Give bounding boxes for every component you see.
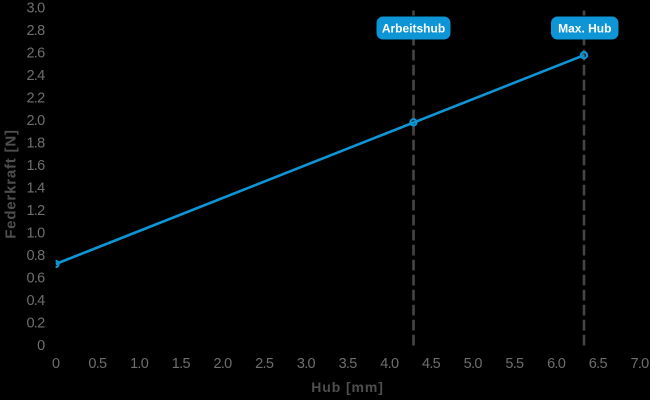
svg-text:0: 0 [52,356,60,372]
svg-text:Hub [mm]: Hub [mm] [311,379,384,395]
svg-text:5.5: 5.5 [505,356,524,372]
svg-text:Max. Hub: Max. Hub [558,21,611,35]
svg-text:1.4: 1.4 [26,181,45,197]
svg-text:3.0: 3.0 [297,356,316,372]
svg-text:3.5: 3.5 [339,356,358,372]
svg-text:0: 0 [37,338,45,354]
svg-text:1.5: 1.5 [172,356,191,372]
svg-text:2.6: 2.6 [26,46,45,62]
svg-text:Federkraft [N]: Federkraft [N] [3,129,20,239]
svg-text:Arbeitshub: Arbeitshub [382,21,445,35]
svg-text:4.0: 4.0 [380,356,399,372]
svg-text:6.5: 6.5 [589,356,608,372]
svg-text:0.6: 0.6 [26,270,45,286]
svg-text:1.8: 1.8 [26,136,45,152]
svg-text:0.4: 0.4 [26,293,45,309]
svg-text:7.0: 7.0 [630,356,649,372]
svg-text:3.0: 3.0 [26,1,45,17]
svg-text:0.2: 0.2 [26,315,45,331]
svg-text:0.5: 0.5 [88,356,107,372]
svg-text:2.4: 2.4 [26,68,45,84]
svg-text:2.2: 2.2 [26,91,45,107]
svg-text:0.8: 0.8 [26,248,45,264]
svg-text:2.8: 2.8 [26,23,45,39]
svg-text:2.0: 2.0 [213,356,232,372]
svg-text:2.5: 2.5 [255,356,274,372]
svg-text:6.0: 6.0 [547,356,566,372]
svg-text:1.6: 1.6 [26,158,45,174]
svg-text:5.0: 5.0 [464,356,483,372]
svg-text:1.2: 1.2 [26,203,45,219]
svg-text:4.5: 4.5 [422,356,441,372]
svg-text:1.0: 1.0 [130,356,149,372]
svg-text:2.0: 2.0 [26,113,45,129]
svg-text:1.0: 1.0 [26,226,45,242]
